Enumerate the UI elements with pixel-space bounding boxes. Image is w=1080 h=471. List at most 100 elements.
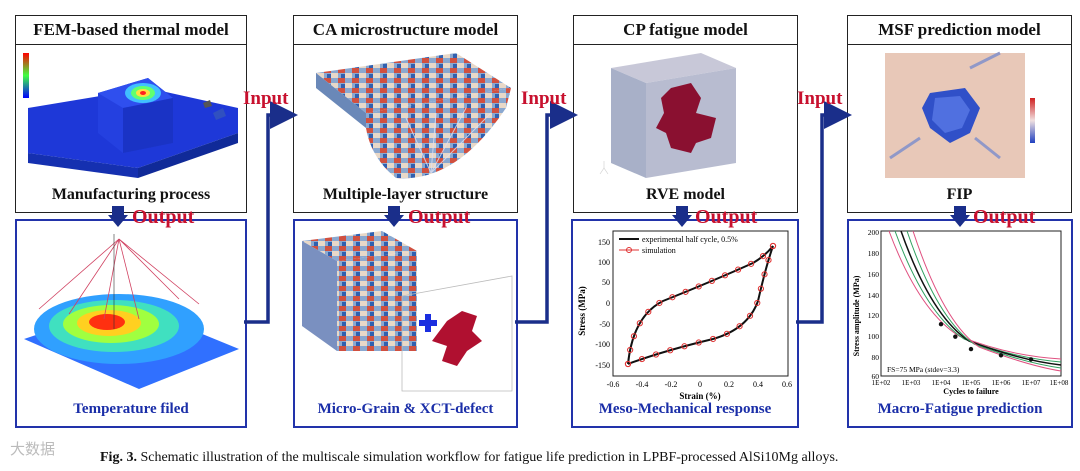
simulation-point (765, 256, 772, 264)
temperature-field-image (24, 234, 239, 389)
simulation-point (656, 299, 663, 307)
panel-3-top-caption: RVE model (646, 186, 725, 203)
experimental-curve-upper (627, 245, 774, 365)
stress-chart-ylabel: Stress (MPa) (577, 286, 587, 336)
simulation-point (636, 320, 643, 327)
microstructure-image (316, 53, 511, 179)
stress-legend-1: experimental half cycle, 0.5% (642, 235, 738, 244)
sn-xtick-5: 1E+06 (992, 379, 1011, 387)
panel-1-top: FEM-based thermal model Manufacturing pr… (15, 15, 247, 213)
stress-xtick-7: 0.6 (782, 380, 792, 389)
input-label-3: Input (797, 88, 843, 109)
panel-1-top-caption: Manufacturing process (51, 186, 211, 203)
sn-xtick-3: 1E+04 (932, 379, 951, 387)
simulation-point (645, 308, 652, 315)
simulation-point (709, 335, 717, 343)
simulation-point (754, 299, 761, 307)
output-label-3: Output (695, 206, 758, 228)
output-label-2: Output (408, 206, 471, 228)
sn-ytick-180: 180 (868, 249, 880, 258)
panel-3-bottom: Stress (MPa) Strain (%) 150 100 50 0 -50… (571, 219, 799, 428)
simulation-point (681, 343, 688, 350)
stress-ytick-m100: -100 (595, 340, 610, 349)
simulation-point (669, 294, 676, 301)
panel-4-bottom-caption: Macro-Fatigue prediction (877, 401, 1043, 417)
simulation-point (736, 323, 743, 330)
sn-xtick-6: 1E+07 (1022, 379, 1041, 387)
simulation-point (723, 330, 731, 337)
thermal-model-image (18, 48, 244, 178)
panel-2-top: CA microstructure model Multiple-layer s… (293, 15, 518, 213)
rve-image (599, 53, 736, 178)
stress-ytick-50: 50 (602, 278, 610, 287)
simulation-point (682, 288, 689, 295)
simulation-point (757, 285, 765, 292)
stress-ytick-150: 150 (598, 238, 610, 247)
sn-ytick-160: 160 (868, 270, 880, 279)
output-label-4: Output (973, 206, 1036, 228)
sn-ytick-200: 200 (868, 228, 880, 237)
sn-xtick-4: 1E+05 (962, 379, 981, 387)
figure-caption-text: Schematic illustration of the multiscale… (140, 450, 839, 465)
sn-curve-mid-lower (906, 230, 1062, 369)
stress-ytick-0: 0 (606, 299, 610, 308)
stress-strain-chart: Stress (MPa) Strain (%) 150 100 50 0 -50… (577, 230, 792, 401)
simulation-point (630, 333, 638, 340)
panel-3-title: CP fatigue model (574, 16, 797, 45)
down-arrow-2 (384, 206, 404, 227)
simulation-point (759, 252, 767, 260)
panel-2-bottom-caption: Micro-Grain & XCT-defect (317, 401, 494, 417)
panel-2-top-caption: Multiple-layer structure (322, 186, 489, 203)
simulation-point (652, 351, 660, 358)
stress-ytick-m150: -150 (595, 361, 610, 370)
sn-chart: Stress amplitude (MPa) Cycles to failure… (852, 228, 1069, 396)
sn-xtick-1: 1E+02 (872, 379, 891, 387)
stress-ytick-m50: -50 (599, 320, 610, 329)
simulation-point (769, 242, 777, 250)
sn-ytick-120: 120 (868, 311, 880, 320)
panel-4-top: MSF prediction model FIP (847, 15, 1072, 213)
sn-data-point (998, 353, 1004, 358)
panel-4-title: MSF prediction model (848, 16, 1071, 45)
simulation-point (695, 339, 702, 346)
stress-xtick-6: 0.4 (753, 380, 763, 389)
panel-3-top: CP fatigue model RVE model (573, 15, 798, 213)
stress-legend-2: simulation (642, 246, 676, 255)
stress-xtick-4: 0 (698, 380, 702, 389)
simulation-point (638, 355, 646, 363)
fip-image (885, 51, 1035, 178)
stress-xtick-5: 0.2 (724, 380, 734, 389)
panel-3-bottom-caption: Meso-Mechanical response (598, 401, 772, 417)
sn-xtick-7: 1E+08 (1050, 379, 1069, 387)
input-label-1: Input (243, 88, 289, 109)
sn-ytick-140: 140 (868, 291, 880, 300)
simulation-point (627, 346, 634, 354)
simulation-point (734, 266, 742, 273)
sn-ylabel: Stress amplitude (MPa) (852, 275, 861, 356)
output-label-1: Output (132, 206, 195, 228)
sn-ytick-60: 60 (872, 372, 880, 381)
simulation-point (761, 271, 768, 278)
sn-xlabel: Cycles to failure (943, 387, 999, 396)
panel-1-bottom-caption: Temperature filed (73, 401, 189, 417)
figure-number: Fig. 3. (100, 450, 137, 465)
sn-annotation: FS=75 MPa (stdev=3.3) (887, 365, 960, 374)
panel-2-title: CA microstructure model (294, 16, 517, 45)
panel-4-bottom: Stress amplitude (MPa) Cycles to failure… (847, 219, 1073, 428)
sn-ytick-80: 80 (872, 353, 880, 362)
simulation-point (747, 260, 755, 267)
figure-caption: Fig. 3. Schematic illustration of the mu… (100, 450, 838, 466)
stress-chart-xlabel: Strain (%) (679, 391, 720, 401)
simulation-point (721, 272, 729, 279)
stress-xtick-1: -0.6 (607, 380, 620, 389)
panel-4-top-caption: FIP (946, 186, 973, 203)
simulation-point (695, 283, 702, 290)
sn-data-point (953, 334, 958, 339)
panel-1-title: FEM-based thermal model (16, 16, 246, 45)
simulation-point (667, 347, 674, 354)
sn-xtick-2: 1E+03 (902, 379, 921, 387)
watermark: 大数据 (10, 440, 56, 458)
sn-ytick-100: 100 (868, 332, 880, 341)
simulation-point (624, 360, 632, 368)
